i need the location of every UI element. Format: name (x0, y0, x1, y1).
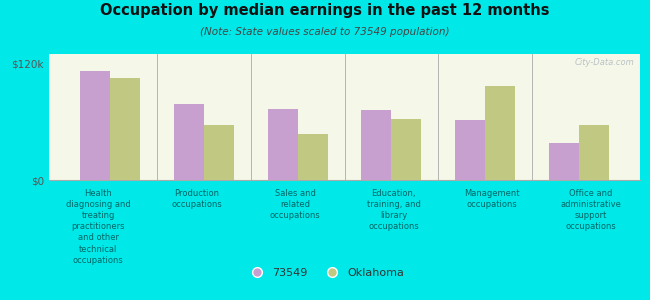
Bar (203, 125, 234, 180)
Text: (Note: State values scaled to 73549 population): (Note: State values scaled to 73549 popu… (200, 27, 450, 37)
Bar (174, 104, 203, 180)
Bar (268, 109, 298, 180)
Bar (579, 125, 609, 180)
Text: Sales and
related
occupations: Sales and related occupations (270, 189, 320, 220)
Bar (80, 71, 110, 180)
Bar (455, 120, 486, 180)
Bar (110, 78, 140, 180)
Text: Health
diagnosing and
treating
practitioners
and other
technical
occupations: Health diagnosing and treating practitio… (66, 189, 131, 265)
Bar (361, 110, 391, 180)
Text: Education,
training, and
library
occupations: Education, training, and library occupat… (367, 189, 421, 231)
Bar (391, 119, 421, 180)
Bar (298, 134, 328, 180)
Text: Office and
administrative
support
occupations: Office and administrative support occupa… (560, 189, 621, 231)
Bar (486, 86, 515, 180)
Text: Management
occupations: Management occupations (465, 189, 520, 209)
Text: Occupation by median earnings in the past 12 months: Occupation by median earnings in the pas… (100, 3, 550, 18)
Text: Production
occupations: Production occupations (171, 189, 222, 209)
Text: City-Data.com: City-Data.com (575, 58, 634, 67)
Legend: 73549, Oklahoma: 73549, Oklahoma (241, 264, 409, 282)
Bar (549, 143, 579, 180)
